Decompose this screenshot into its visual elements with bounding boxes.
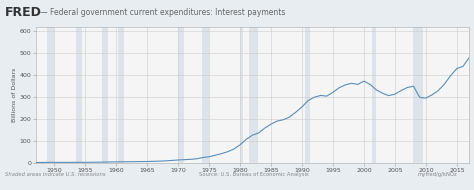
Bar xyxy=(413,27,423,163)
Y-axis label: Billions of Dollars: Billions of Dollars xyxy=(12,68,17,122)
Text: FRED: FRED xyxy=(5,6,42,19)
Bar xyxy=(240,27,243,163)
Text: Shaded areas indicate U.S. recessions: Shaded areas indicate U.S. recessions xyxy=(5,172,105,177)
Bar xyxy=(372,27,376,163)
Bar xyxy=(202,27,209,163)
Bar xyxy=(305,27,310,163)
Bar xyxy=(102,27,109,163)
Bar xyxy=(76,27,82,163)
Bar xyxy=(249,27,258,163)
Text: Source: U.S. Bureau of Economic Analysis: Source: U.S. Bureau of Economic Analysis xyxy=(199,172,309,177)
Text: myfred/g/kNOz: myfred/g/kNOz xyxy=(417,172,457,177)
Bar xyxy=(47,27,54,163)
Text: — Federal government current expenditures: Interest payments: — Federal government current expenditure… xyxy=(40,8,286,17)
Bar xyxy=(178,27,184,163)
Bar xyxy=(118,27,124,163)
